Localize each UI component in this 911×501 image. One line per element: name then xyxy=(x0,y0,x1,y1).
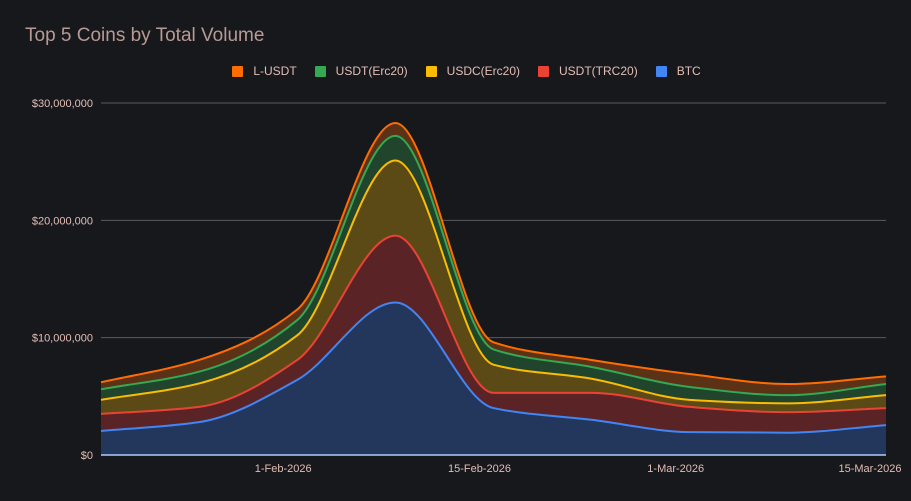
legend-label: USDT(TRC20) xyxy=(559,64,638,78)
legend-swatch xyxy=(425,65,437,77)
line-usdt-erc20[interactable] xyxy=(100,134,887,397)
area-l-usdt[interactable] xyxy=(101,122,886,396)
line-l-usdt[interactable] xyxy=(100,121,887,386)
legend-label: L-USDT xyxy=(253,64,297,78)
line-usdt-trc20[interactable] xyxy=(100,234,887,415)
line-usdc-erc20[interactable] xyxy=(100,159,887,405)
x-tick-label: 1-Feb-2026 xyxy=(255,463,312,475)
legend-swatch xyxy=(232,65,244,77)
legend-item[interactable]: BTC xyxy=(655,64,701,78)
y-tick-label: $30,000,000 xyxy=(32,98,93,110)
legend-label: BTC xyxy=(676,64,701,78)
line-btc[interactable] xyxy=(100,301,887,434)
legend-label: USDT(Erc20) xyxy=(335,64,408,78)
legend-label: USDC(Erc20) xyxy=(446,64,521,78)
x-tick-label: 15-Mar-2026 xyxy=(839,463,902,475)
area-btc[interactable] xyxy=(101,302,886,455)
legend-swatch xyxy=(538,65,550,77)
legend: L-USDT USDT(Erc20) USDC(Erc20) USDT(TRC20) B… xyxy=(0,64,911,78)
area-usdc-erc20[interactable] xyxy=(101,160,886,414)
legend-item[interactable]: L-USDT xyxy=(232,64,297,78)
y-tick-label: $10,000,000 xyxy=(32,333,93,345)
legend-swatch xyxy=(655,65,667,77)
y-tick-label: $20,000,000 xyxy=(32,215,93,227)
legend-item[interactable]: USDT(Erc20) xyxy=(314,64,408,78)
x-tick-label: 1-Mar-2026 xyxy=(647,463,704,475)
legend-item[interactable]: USDT(TRC20) xyxy=(538,64,638,78)
legend-swatch xyxy=(314,65,326,77)
legend-item[interactable]: USDC(Erc20) xyxy=(425,64,521,78)
chart-title: Top 5 Coins by Total Volume xyxy=(25,25,265,46)
y-tick-label: $0 xyxy=(81,450,93,462)
x-tick-label: 15-Feb-2026 xyxy=(448,463,511,475)
